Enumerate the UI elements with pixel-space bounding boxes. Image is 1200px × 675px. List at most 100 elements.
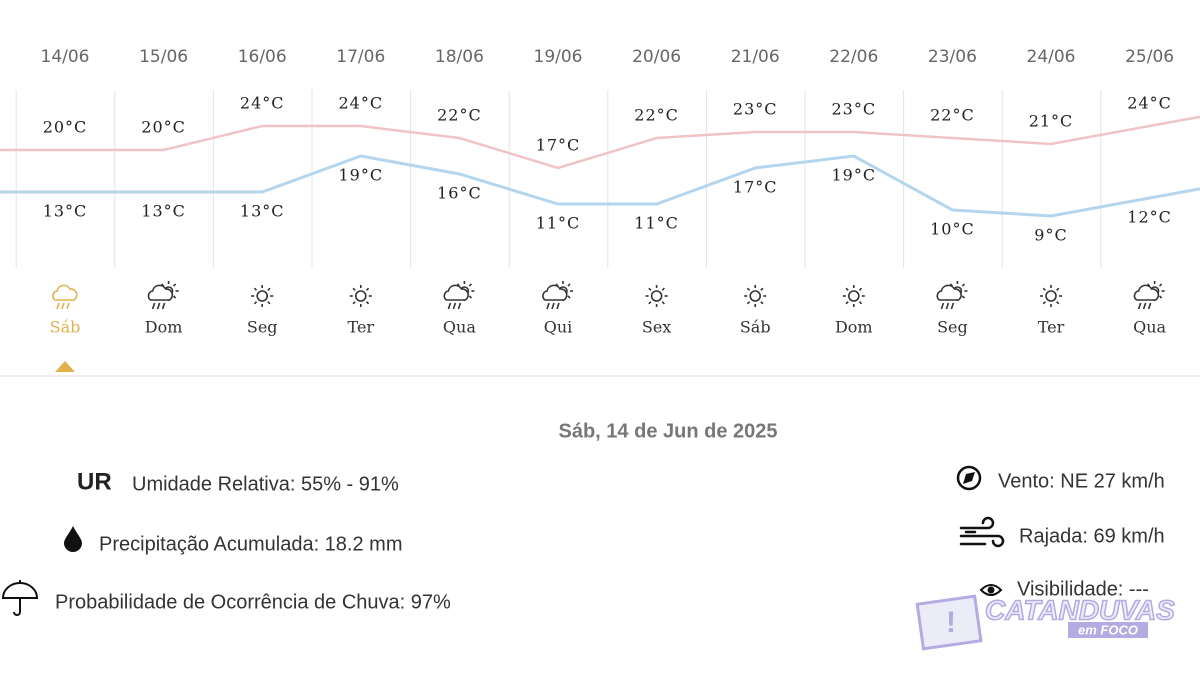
min-temperature: 19°C — [338, 166, 383, 185]
watermark-mark: ! — [946, 606, 956, 639]
sun-ray — [365, 287, 370, 291]
visibility: Visibilidade: --- — [1017, 578, 1149, 600]
max-temperature: 24°C — [1127, 94, 1172, 113]
weekday-label: Ter — [1038, 318, 1065, 337]
rain-drop — [945, 302, 950, 310]
rain-drop — [1137, 302, 1142, 310]
sun-ray — [845, 301, 849, 305]
sun-ray — [172, 295, 177, 299]
weekday-label: Dom — [145, 318, 183, 337]
weather-icon — [1040, 285, 1062, 307]
gust-icon — [959, 516, 1005, 548]
rain-drop — [161, 302, 166, 310]
sun-ray — [661, 287, 665, 291]
cloud — [52, 284, 78, 301]
date-label: 15/06 — [139, 47, 188, 67]
date-label: 21/06 — [731, 47, 780, 67]
cloud — [1133, 284, 1160, 301]
weather-icon — [147, 281, 179, 310]
wind: Vento: NE 27 km/h — [998, 470, 1165, 492]
sun-ray — [365, 301, 370, 305]
rain-drop — [1142, 302, 1147, 310]
max-temperature: 17°C — [536, 136, 581, 155]
weather-icon — [936, 281, 968, 310]
sun-ray — [961, 283, 966, 287]
sun-ray — [352, 301, 356, 305]
sun-ray — [858, 287, 863, 291]
min-temperature: 11°C — [634, 214, 679, 233]
weekday-label: Qui — [544, 318, 573, 337]
sun-ray — [1056, 301, 1060, 305]
drop-icon — [64, 526, 82, 552]
rain-drop — [66, 302, 70, 310]
rain-drop — [457, 302, 462, 310]
max-temperature: 24°C — [240, 94, 285, 113]
sun-ray — [746, 287, 751, 291]
sun-ray — [1042, 301, 1046, 305]
max-line-edge — [1149, 115, 1200, 128]
weather-icon — [645, 285, 668, 307]
cloud — [936, 284, 962, 301]
max-temperature: 22°C — [437, 106, 482, 125]
date-label: 17/06 — [336, 47, 385, 67]
rain-drop — [546, 302, 550, 310]
min-temperature: 11°C — [536, 214, 581, 233]
date-label: 22/06 — [829, 47, 878, 67]
rain-drop — [61, 302, 65, 310]
humidity: Umidade Relativa: 55% - 91% — [132, 473, 399, 495]
compass-icon — [956, 465, 982, 491]
min-temperature: 16°C — [437, 184, 482, 203]
humidity-abbr: UR — [77, 468, 112, 495]
rain-drop — [452, 302, 457, 310]
sun-ray — [858, 301, 863, 305]
max-temperature: 23°C — [733, 100, 778, 119]
rain-drop — [1147, 302, 1152, 310]
sun-core — [354, 290, 367, 302]
eye-icon — [979, 584, 1003, 596]
watermark: ! CATANDUVAS em FOCO — [915, 594, 1176, 651]
rain-drop — [56, 302, 60, 310]
cloud — [147, 284, 174, 301]
rain-drop — [950, 302, 955, 310]
selected-date: Sáb, 14 de Jun de 2025 — [559, 420, 778, 442]
max-temperature: 23°C — [831, 100, 876, 119]
sun-ray — [172, 283, 177, 287]
rain-probability: Probabilidade de Ocorrência de Chuva: 97… — [55, 591, 451, 613]
sun-ray — [567, 283, 571, 287]
sun-ray — [746, 301, 751, 305]
sun-core — [749, 290, 762, 302]
sun-core — [256, 290, 269, 302]
date-label: 14/06 — [41, 47, 90, 67]
precipitation: Precipitação Acumulada: 18.2 mm — [99, 533, 403, 555]
sun-core — [1045, 290, 1057, 302]
weather-icon — [542, 281, 573, 310]
cloud — [443, 284, 469, 301]
date-label: 20/06 — [632, 47, 681, 67]
rain-drop — [556, 302, 560, 310]
sun-ray — [267, 301, 271, 305]
min-temperature: 13°C — [43, 202, 88, 221]
weekday-label: Sáb — [50, 318, 81, 337]
min-temperature: 13°C — [240, 202, 285, 221]
max-temperature: 22°C — [930, 106, 975, 125]
sun-ray — [661, 301, 665, 305]
date-label: 19/06 — [534, 47, 583, 67]
weather-icon — [443, 281, 475, 310]
sun-ray — [648, 287, 652, 291]
weather-icon — [744, 285, 767, 307]
rain-drop — [940, 302, 945, 310]
sun-ray — [253, 287, 258, 291]
min-temperature: 9°C — [1034, 226, 1067, 245]
min-temperature: 12°C — [1127, 208, 1172, 227]
sun-ray — [760, 287, 764, 291]
date-label: 23/06 — [928, 47, 977, 67]
max-temperature: 21°C — [1029, 112, 1074, 131]
sun-core — [847, 290, 860, 302]
rain-drop — [151, 302, 156, 310]
umbrella-icon — [1, 580, 39, 616]
sun-ray — [760, 301, 764, 305]
weather-icon — [52, 284, 78, 310]
weekday-label: Qua — [443, 318, 476, 337]
